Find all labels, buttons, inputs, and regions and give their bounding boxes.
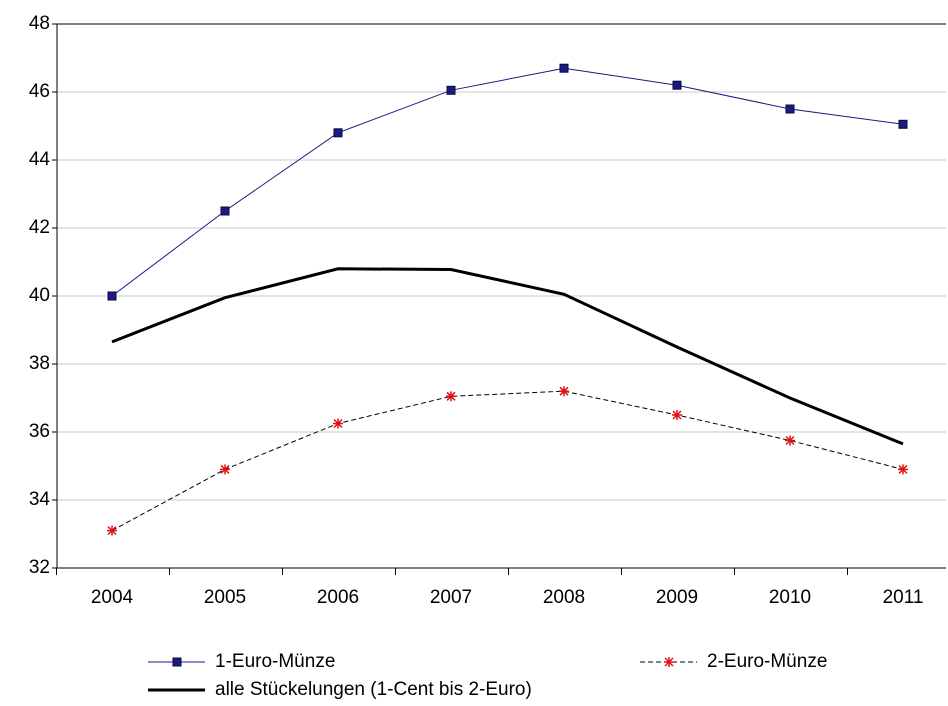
series-line: [111, 67, 904, 297]
marker-stroke: [672, 410, 682, 420]
x-tick-label: 2007: [430, 587, 472, 608]
x-tick-label: 2005: [204, 587, 246, 608]
y-tick-label: 44: [29, 149, 51, 170]
legend-item: alle Stückelungen (1-Cent bis 2-Euro): [148, 679, 532, 700]
legend-marker: [172, 657, 182, 667]
marker: [559, 386, 569, 397]
marker-stroke: [333, 418, 343, 429]
series-line: [111, 390, 904, 532]
marker-stroke: [559, 386, 569, 396]
y-tick-label: 42: [29, 217, 50, 238]
marker: [672, 410, 682, 420]
marker: [107, 525, 117, 536]
legend-label: alle Stückelungen (1-Cent bis 2-Euro): [215, 679, 532, 700]
y-tick-label: 32: [29, 557, 50, 578]
legend-item: 2-Euro-Münze: [640, 651, 827, 672]
marker: [446, 391, 456, 402]
y-tick-label: 48: [29, 13, 50, 34]
x-tick-label: 2006: [317, 587, 359, 608]
marker: [220, 206, 230, 216]
marker: [898, 119, 908, 129]
legend-item: 1-Euro-Münze: [148, 651, 335, 672]
marker: [220, 464, 230, 475]
marker: [107, 291, 117, 301]
marker-stroke: [446, 391, 456, 401]
marker: [785, 104, 795, 114]
x-tick-label: 2004: [91, 587, 134, 608]
marker-stroke: [107, 526, 117, 536]
marker: [333, 128, 343, 138]
x-tick-label: 2008: [543, 587, 585, 608]
x-tick-label: 2009: [656, 587, 698, 608]
y-tick-label: 36: [29, 421, 50, 442]
y-tick-label: 38: [29, 353, 50, 374]
y-tick-label: 40: [29, 285, 50, 306]
marker: [333, 418, 343, 429]
legend-marker: [664, 657, 674, 667]
legend-label: 1-Euro-Münze: [215, 651, 335, 672]
series-line: [111, 267, 904, 446]
x-tick-label: 2010: [769, 587, 811, 608]
marker: [559, 63, 569, 73]
marker-stroke: [785, 435, 795, 446]
y-tick-label: 46: [29, 81, 50, 102]
marker: [785, 435, 795, 446]
marker: [446, 85, 456, 95]
x-tick-label: 2011: [883, 587, 924, 608]
marker-stroke: [898, 464, 908, 474]
y-tick-label: 34: [29, 489, 51, 510]
legend-label: 2-Euro-Münze: [707, 651, 827, 672]
marker: [672, 80, 682, 90]
marker: [898, 464, 908, 475]
marker-stroke: [220, 464, 230, 474]
